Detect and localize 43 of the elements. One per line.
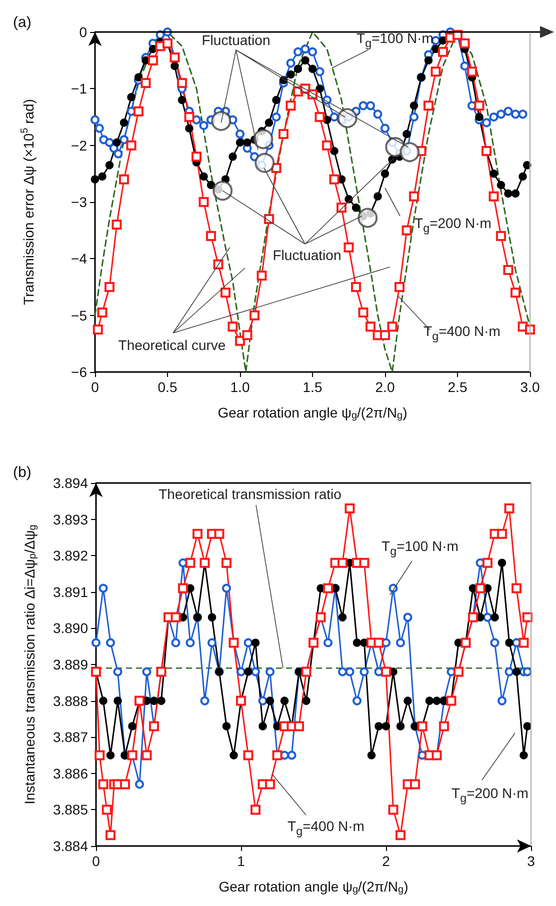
x-tick-label: 0.5 <box>158 379 178 395</box>
ref-line-label: Theoretical transmission ratio <box>158 486 342 502</box>
x-tick-label: 2.5 <box>448 379 468 395</box>
y-tick-label: −4 <box>71 250 88 267</box>
y-tick-label: 3.884 <box>52 838 88 854</box>
y-tick-label: 3.888 <box>52 692 88 709</box>
chart-title: (b) <box>13 464 32 481</box>
y-tick-label: 0 <box>79 24 88 40</box>
y-tick-label: 3.893 <box>52 511 88 528</box>
y-tick-label: 3.894 <box>52 475 88 491</box>
x-tick-label: 2.0 <box>375 379 395 395</box>
series-label: T$_{g}$=200 N·m <box>414 215 492 235</box>
y-tick-label: −3 <box>71 194 88 210</box>
y-axis-title: Transmission error Δψ (×105 rad) <box>20 98 36 306</box>
x-tick-label: 2 <box>382 853 390 869</box>
y-tick-label: −6 <box>71 364 88 380</box>
y-tick-label: −5 <box>71 307 88 324</box>
y-tick-label: 3.887 <box>52 729 88 746</box>
y-axis-title: Instantaneous transmission ratio Δi=Δψp/Δψg <box>22 524 38 804</box>
x-tick-label: 3 <box>527 853 536 869</box>
series-label: T$_{g}$=400 N·m <box>424 323 500 343</box>
x-tick-label: 3.0 <box>520 379 540 395</box>
series-label: T$_{g}$=400 N·m <box>288 818 364 838</box>
annotation: Theoretical curve <box>118 337 226 353</box>
x-tick-label: 0 <box>91 379 100 395</box>
x-tick-label: 1.5 <box>302 379 322 395</box>
y-tick-label: 3.886 <box>52 765 88 782</box>
chart-title: (a) <box>13 14 32 31</box>
annotation: Fluctuation <box>272 247 342 263</box>
series-label: T$_{g}$=100 N·m <box>382 538 458 558</box>
y-tick-label: 3.892 <box>52 548 88 564</box>
x-tick-label: 1 <box>237 853 246 869</box>
series-label: T$_{g}$=100 N·m <box>356 30 434 50</box>
x-tick-label: 0 <box>92 853 100 869</box>
y-tick-label: 3.885 <box>52 802 88 818</box>
series-label: T$_{g}$=200 N·m <box>452 785 528 805</box>
y-tick-label: 3.890 <box>52 620 88 636</box>
y-tick-label: −1 <box>71 80 88 97</box>
annotation: Fluctuation <box>202 32 270 48</box>
y-tick-label: −2 <box>71 137 88 154</box>
y-tick-label: 3.889 <box>52 656 88 672</box>
y-tick-label: 3.891 <box>52 584 88 600</box>
x-tick-label: 1.0 <box>230 379 250 395</box>
